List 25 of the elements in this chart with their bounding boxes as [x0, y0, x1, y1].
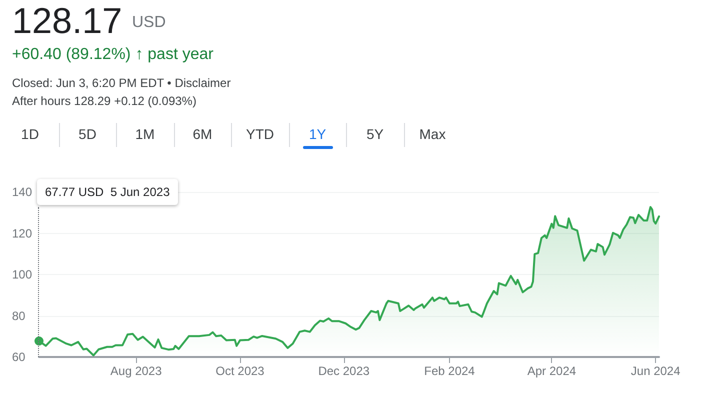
- x-tick-label: Jun 2024: [630, 364, 681, 378]
- x-tick-label: Oct 2023: [216, 364, 265, 378]
- x-tick-label: Aug 2023: [110, 364, 162, 378]
- range-button[interactable]: 5D: [60, 126, 116, 142]
- range-button[interactable]: YTD: [232, 126, 288, 142]
- text: After hours 128.29 +0.12 (0.093%): [12, 94, 196, 108]
- chart-title: 128.17: [12, 0, 122, 42]
- range-button[interactable]: 6M: [174, 126, 230, 142]
- chart-subtitle: +60.40 (89.12%) ↑ past year: [12, 46, 214, 64]
- annotation: 67.77 USD 5 Jun 2023: [37, 179, 178, 205]
- range-button[interactable]: 1M: [117, 126, 173, 142]
- range-button[interactable]: 5Y: [347, 126, 403, 142]
- y-tick-label: 140: [12, 185, 32, 199]
- range-button[interactable]: Max: [404, 126, 460, 142]
- x-tick-label: Dec 2023: [318, 364, 370, 378]
- range-button[interactable]: 1D: [2, 126, 58, 142]
- y-tick-label: 80: [12, 308, 26, 323]
- range-button[interactable]: 1Y: [290, 126, 346, 142]
- x-tick-label: Feb 2024: [424, 364, 476, 378]
- x-tick-label: Apr 2024: [527, 364, 576, 378]
- y-tick-label: 120: [12, 226, 32, 240]
- text: USD: [132, 14, 166, 32]
- text: Closed: Jun 3, 6:20 PM EDT • Disclaimer: [12, 76, 231, 90]
- y-tick-label: 60: [12, 350, 26, 364]
- y-tick-label: 100: [12, 268, 32, 282]
